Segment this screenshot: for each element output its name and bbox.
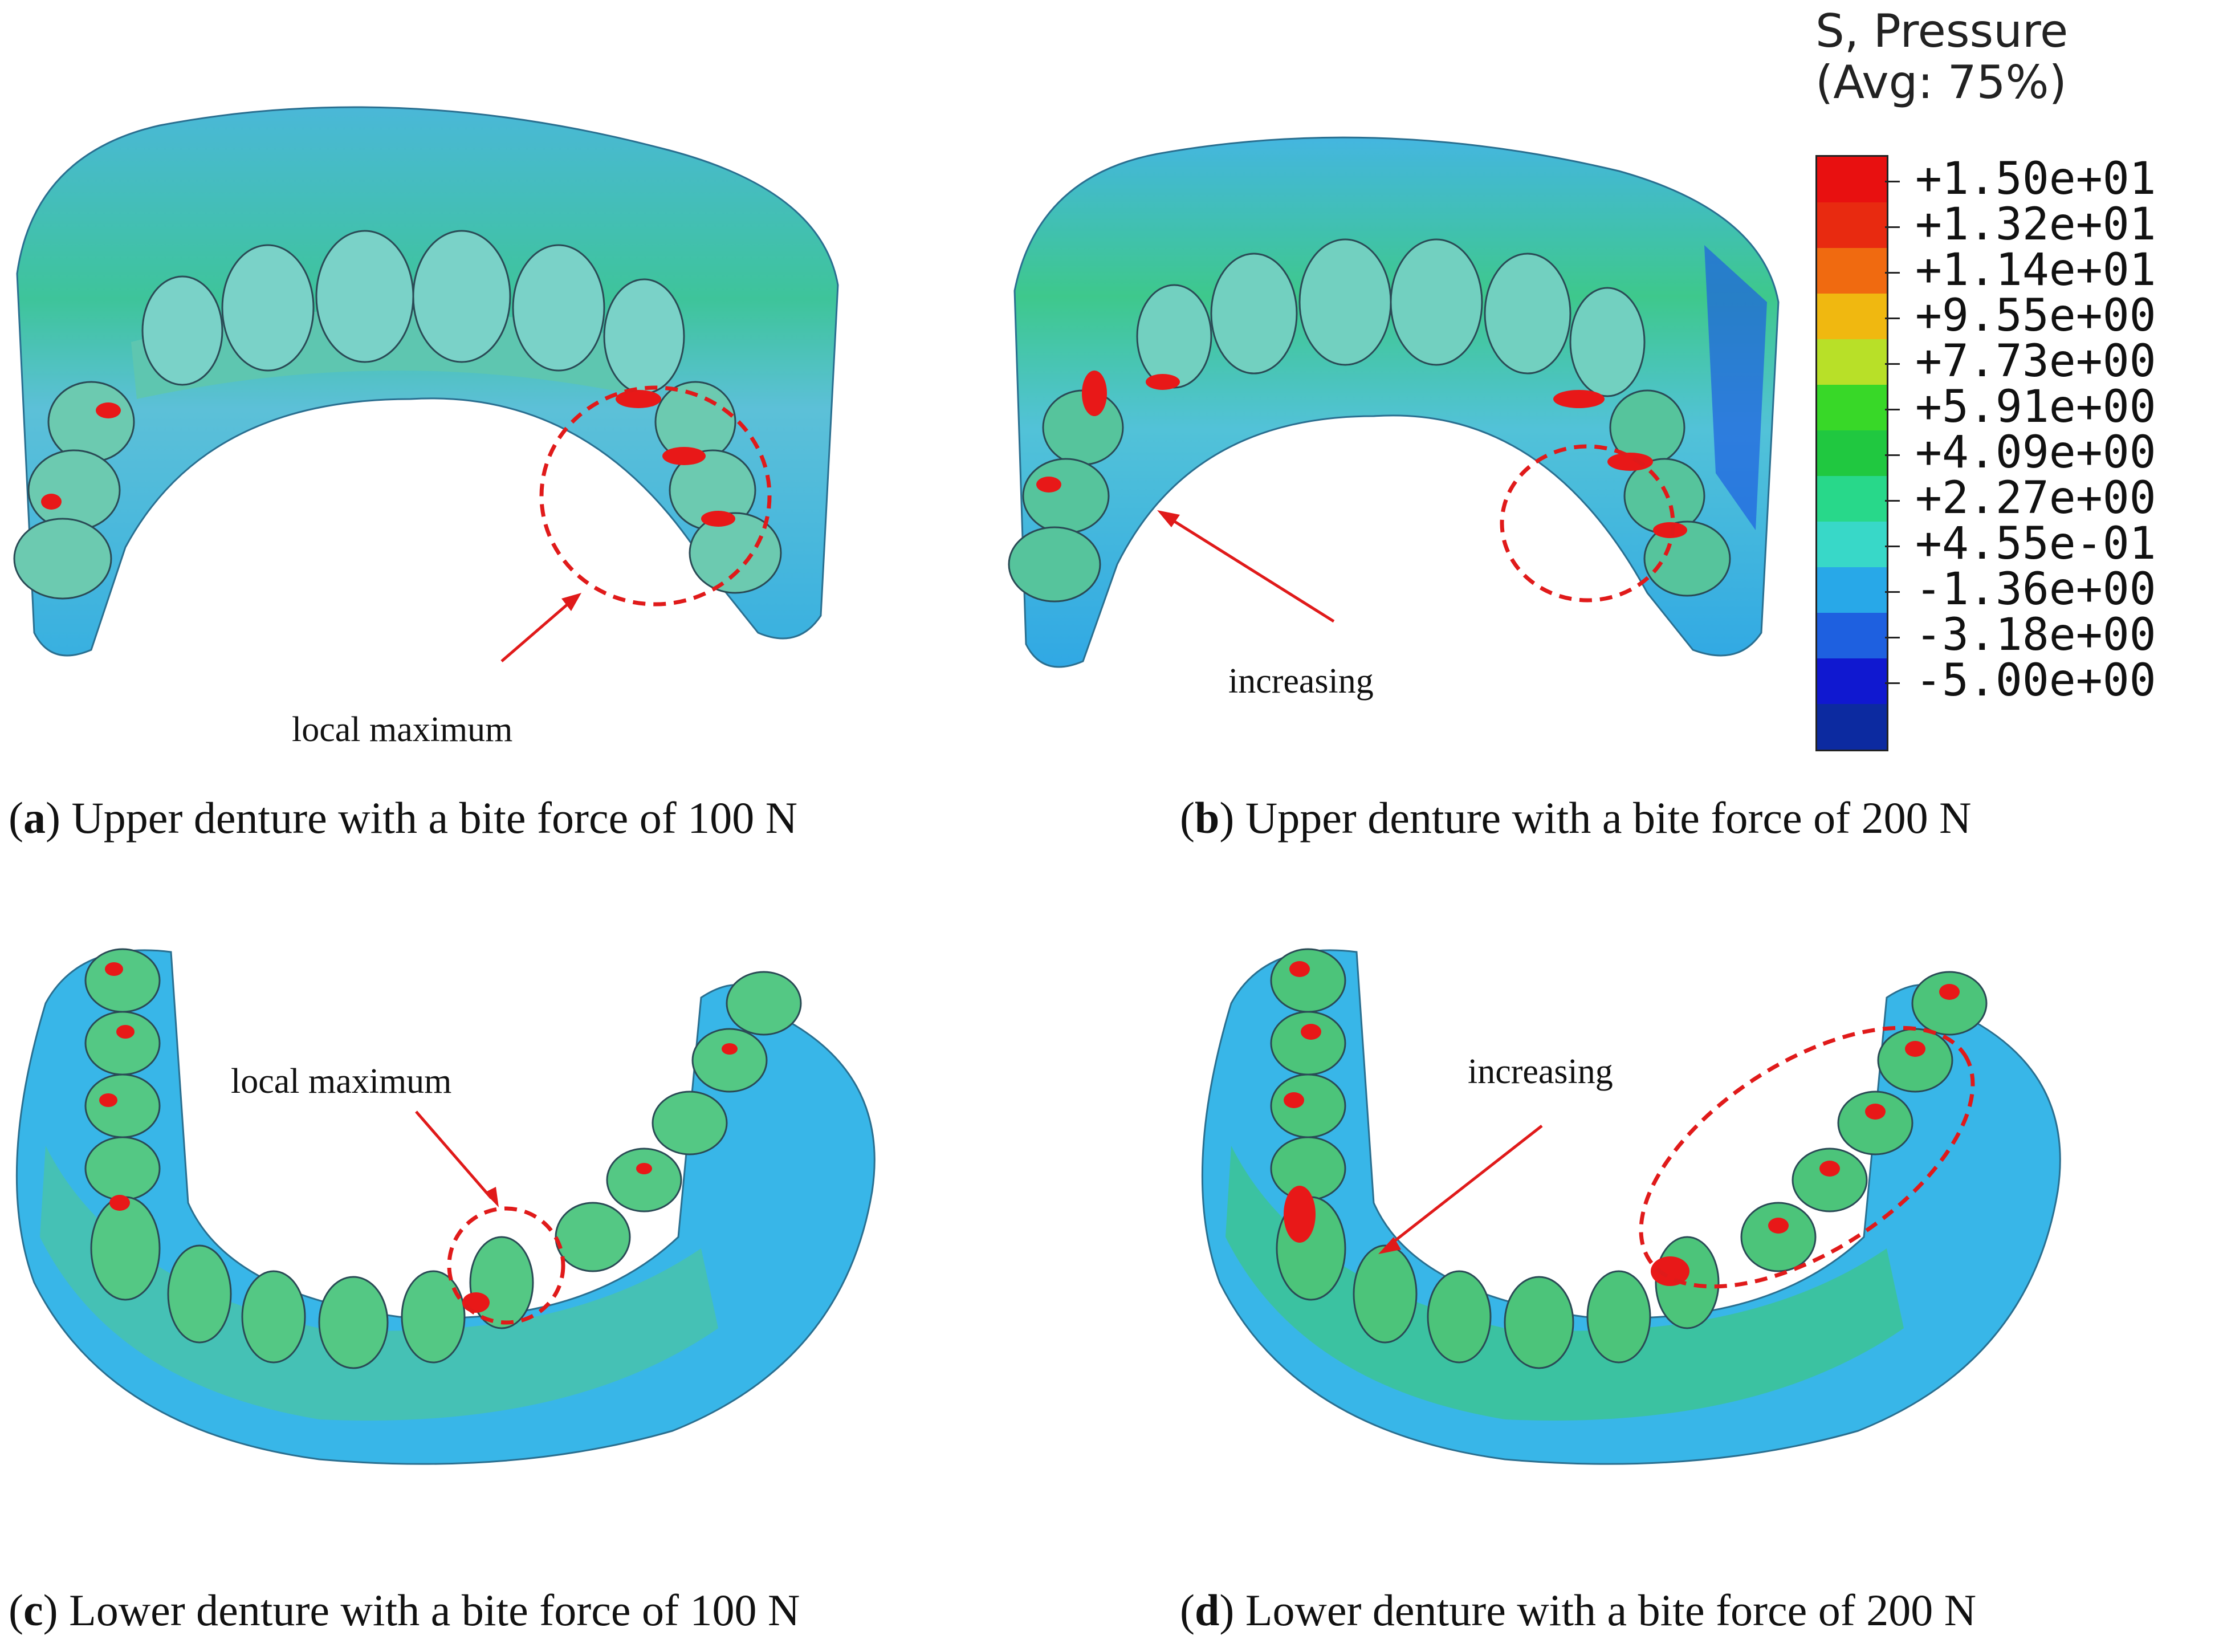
legend-tick [1885,226,1900,228]
legend-tick [1885,500,1900,502]
legend-swatch [1817,430,1887,476]
legend-label: +4.09e+00 [1915,427,2156,478]
legend-label: +4.55e-01 [1915,518,2156,569]
legend-tick [1885,637,1900,638]
legend-tick [1885,682,1900,684]
legend-swatch [1817,339,1887,385]
legend-tick [1885,454,1900,456]
legend-label: -1.36e+00 [1915,564,2156,615]
legend-label: +1.50e+01 [1915,153,2156,205]
lower-denture-100n-image [15,948,876,1465]
legend-swatch [1817,385,1887,430]
legend-colorbar [1815,155,1888,751]
legend-label: +7.73e+00 [1915,336,2156,387]
legend-label: +1.14e+01 [1915,245,2156,296]
caption-b: (b) Upper denture with a bite force of 2… [1180,793,1972,843]
legend-title-line2: (Avg: 75%) [1815,56,2067,109]
legend-swatch [1817,522,1887,567]
caption-c: (c) Lower denture with a bite force of 1… [9,1585,800,1635]
legend-swatch [1817,704,1887,750]
legend-swatch [1817,294,1887,339]
legend-label: +9.55e+00 [1915,290,2156,341]
legend-swatch [1817,157,1887,202]
legend-title-line1: S, Pressure [1815,5,2069,58]
annotation-c: local maximum [231,1062,452,1101]
legend-swatch [1817,202,1887,248]
legend-swatch [1817,476,1887,522]
legend-label: -3.18e+00 [1915,609,2156,661]
legend-swatch [1817,248,1887,294]
legend-tick [1885,318,1900,319]
annotation-d: increasing [1468,1052,1613,1091]
lower-denture-200n-image [1201,948,2061,1465]
legend-tick [1885,363,1900,365]
legend-label: +2.27e+00 [1915,473,2156,524]
legend-swatch [1817,658,1887,704]
upper-denture-100n-image [13,106,839,657]
upper-denture-200n-image [1008,136,1780,668]
legend-swatch [1817,567,1887,613]
caption-a: (a) Upper denture with a bite force of 1… [9,793,798,843]
legend-tick [1885,546,1900,547]
annotation-b: increasing [1228,662,1374,701]
legend-swatch [1817,613,1887,658]
caption-d: (d) Lower denture with a bite force of 2… [1180,1585,1977,1635]
legend-tick [1885,409,1900,410]
legend-label: +1.32e+01 [1915,199,2156,250]
legend-tick [1885,181,1900,182]
legend-label: -5.00e+00 [1915,655,2156,706]
legend-label: +5.91e+00 [1915,381,2156,433]
legend-tick [1885,272,1900,274]
legend-tick [1885,591,1900,593]
annotation-a: local maximum [292,710,513,749]
